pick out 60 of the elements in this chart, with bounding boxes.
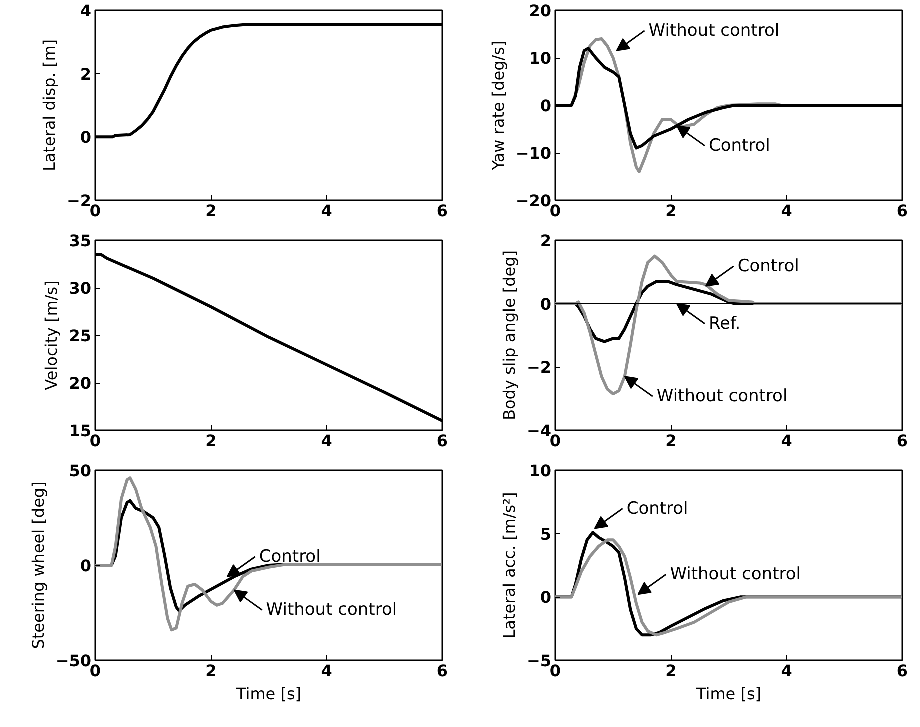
x-tick-label: 4	[321, 432, 332, 450]
x-tick-label: 4	[781, 202, 792, 220]
y-axis-title: Lateral acc. [m/s²]	[500, 492, 519, 639]
x-axis-title: Time [s]	[235, 684, 302, 704]
annotation: Control	[626, 498, 688, 519]
y-axis-title: Yaw rate [deg/s]	[488, 40, 508, 172]
y-axis-title: Body slip angle [deg]	[500, 250, 519, 421]
y-tick-label: 10	[529, 49, 552, 68]
x-tick-label: 4	[321, 202, 332, 220]
y-tick-label: 30	[69, 279, 92, 298]
y-tick-label: 5	[540, 524, 552, 544]
y-axis-title: Lateral disp. [m]	[40, 39, 59, 172]
y-axis-title: Steering wheel [deg]	[28, 482, 48, 650]
x-tick-label: 6	[436, 202, 448, 220]
x-tick-label: 4	[781, 662, 792, 680]
annotation: Without control	[656, 386, 788, 407]
x-axis-title: Time [s]	[695, 684, 762, 704]
y-tick-label: −5	[526, 652, 552, 670]
x-tick-label: 2	[206, 202, 217, 220]
y-tick-label: 2	[80, 64, 92, 84]
x-tick-label: 2	[206, 662, 217, 680]
y-tick-label: −2	[66, 192, 92, 210]
x-tick-label: 6	[436, 432, 448, 450]
y-tick-label: 0	[540, 588, 552, 608]
y-tick-label: −20	[516, 192, 552, 210]
y-tick-label: 0	[80, 556, 92, 576]
y-axis-title: Velocity [m/s]	[42, 280, 62, 390]
y-tick-label: 15	[69, 422, 92, 440]
x-tick-label: 2	[206, 432, 217, 450]
y-tick-label: 0	[540, 96, 552, 116]
y-tick-label: 2	[540, 232, 552, 250]
y-tick-label: −4	[526, 422, 552, 440]
x-tick-label: 2	[666, 202, 677, 220]
annotation: Control	[738, 256, 800, 276]
y-tick-label: 0	[540, 294, 552, 314]
x-tick-label: 4	[321, 662, 332, 680]
annotation: Without control	[266, 600, 398, 620]
y-tick-label: −2	[526, 358, 552, 378]
y-tick-label: −50	[56, 652, 92, 670]
x-tick-label: 4	[781, 432, 792, 450]
x-tick-label: 2	[666, 432, 677, 450]
annotation: Control	[259, 546, 321, 567]
x-tick-label: 6	[896, 202, 908, 220]
annotation: Control	[708, 136, 770, 156]
annotation: Without control	[648, 20, 780, 41]
y-tick-label: −10	[516, 144, 552, 163]
x-tick-label: 6	[896, 432, 908, 450]
y-tick-label: 35	[69, 232, 92, 250]
x-tick-label: 6	[436, 662, 448, 680]
y-tick-label: 0	[80, 128, 92, 148]
annotation: Without control	[670, 564, 801, 585]
x-tick-label: 6	[896, 662, 908, 680]
y-tick-label: 10	[529, 462, 552, 480]
y-tick-label: 20	[529, 2, 552, 20]
y-tick-label: 4	[80, 2, 92, 20]
y-tick-label: 25	[69, 326, 92, 346]
y-tick-label: 20	[69, 374, 92, 393]
annotation: Ref.	[708, 314, 741, 334]
y-tick-label: 50	[69, 462, 92, 480]
x-tick-label: 2	[666, 662, 677, 680]
